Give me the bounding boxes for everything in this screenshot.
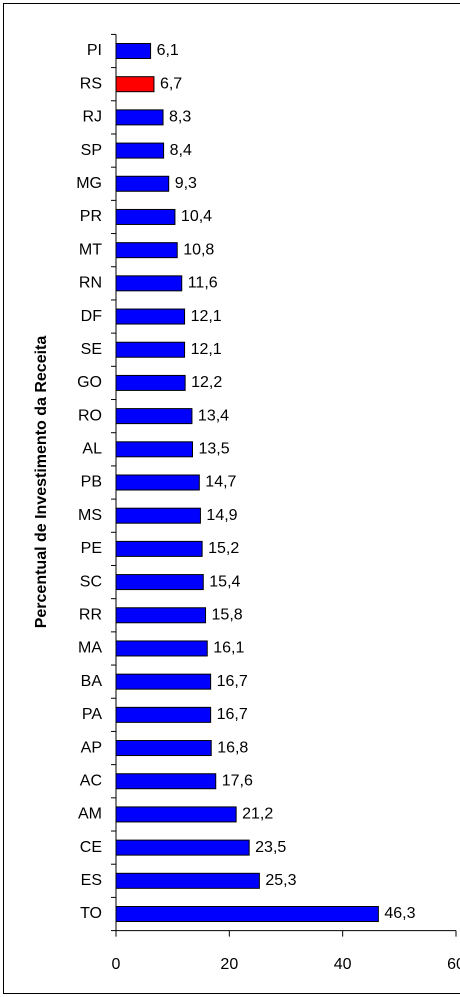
y-tick-label: RR	[79, 606, 102, 623]
value-label: 8,4	[170, 142, 192, 159]
value-label: 12,1	[191, 308, 222, 325]
bar	[115, 773, 217, 790]
bar	[115, 242, 178, 259]
bar	[115, 175, 170, 192]
bar	[115, 208, 176, 225]
y-tick-label: TO	[80, 905, 102, 922]
y-tick-label: AM	[78, 806, 102, 823]
y-tick-label: RN	[79, 275, 102, 292]
bar	[115, 607, 207, 624]
y-tick-label: MA	[78, 640, 102, 657]
value-label: 25,3	[265, 872, 296, 889]
bar	[115, 76, 155, 93]
value-label: 14,7	[205, 474, 236, 491]
y-tick-label: MS	[78, 507, 102, 524]
y-tick-label: GO	[77, 374, 102, 391]
y-tick-label: MG	[76, 175, 102, 192]
x-tick-label: 20	[220, 956, 238, 973]
y-tick-label: MT	[79, 241, 102, 258]
y-tick-label: PI	[87, 42, 102, 59]
bar	[115, 408, 193, 425]
value-label: 9,3	[175, 175, 197, 192]
bar	[115, 806, 237, 823]
value-label: 10,4	[181, 208, 212, 225]
bar	[115, 374, 186, 391]
x-tick-label: 60	[447, 956, 460, 973]
bar	[115, 740, 212, 757]
value-label: 16,7	[217, 706, 248, 723]
value-label: 13,5	[199, 441, 230, 458]
bar	[115, 640, 208, 657]
bar	[115, 673, 212, 690]
chart-frame	[3, 3, 460, 994]
value-label: 8,3	[169, 109, 191, 126]
bar	[115, 872, 260, 889]
bar	[115, 441, 193, 458]
value-label: 16,1	[213, 640, 244, 657]
value-label: 13,4	[198, 407, 229, 424]
x-tick-label: 40	[334, 956, 352, 973]
bar	[115, 142, 165, 159]
bar	[115, 275, 183, 292]
y-tick-label: AP	[81, 739, 102, 756]
value-label: 11,6	[188, 275, 218, 292]
bar	[115, 341, 186, 358]
bar	[115, 706, 212, 723]
bar	[115, 507, 201, 524]
bar	[115, 308, 186, 325]
value-label: 12,2	[191, 374, 222, 391]
value-label: 23,5	[255, 839, 286, 856]
y-tick-label: DF	[81, 308, 103, 325]
y-tick-label: PE	[81, 540, 102, 557]
y-tick-label: RO	[78, 407, 102, 424]
y-tick-label: BA	[81, 673, 103, 690]
y-tick-label: RJ	[82, 109, 102, 126]
value-label: 12,1	[191, 341, 222, 358]
value-label: 15,2	[208, 540, 239, 557]
bar	[115, 42, 152, 59]
bar	[115, 839, 250, 856]
value-label: 15,4	[209, 573, 240, 590]
value-label: 14,9	[206, 507, 237, 524]
y-axis-title: Percentual de Investimento da Receita	[33, 336, 50, 629]
x-tick-label: 0	[112, 956, 121, 973]
y-tick-label: PA	[82, 706, 102, 723]
y-tick-label: SC	[80, 573, 102, 590]
y-tick-label: SE	[81, 341, 102, 358]
y-tick-label: AL	[82, 441, 102, 458]
value-label: 15,8	[212, 606, 243, 623]
value-label: 46,3	[384, 905, 415, 922]
value-label: 6,7	[160, 75, 182, 92]
y-tick-label: PR	[80, 208, 102, 225]
y-tick-label: PB	[81, 474, 102, 491]
value-label: 21,2	[242, 806, 273, 823]
value-label: 16,7	[217, 673, 248, 690]
bar	[115, 574, 204, 591]
value-label: 10,8	[183, 241, 214, 258]
value-label: 16,8	[217, 739, 248, 756]
y-tick-label: AC	[80, 772, 102, 789]
bar	[115, 906, 379, 923]
value-label: 17,6	[222, 772, 253, 789]
bar	[115, 474, 200, 491]
value-label: 6,1	[157, 42, 179, 59]
bar	[115, 109, 164, 126]
y-tick-label: SP	[81, 142, 102, 159]
y-tick-label: RS	[80, 75, 102, 92]
bar	[115, 540, 203, 557]
y-tick-label: ES	[81, 872, 102, 889]
y-tick-label: CE	[80, 839, 102, 856]
